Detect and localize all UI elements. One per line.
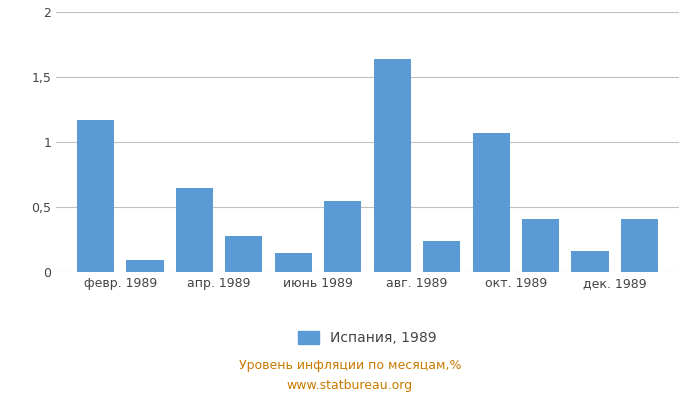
- Bar: [127, 260, 164, 272]
- Bar: [473, 133, 510, 272]
- Bar: [374, 59, 411, 272]
- Bar: [176, 188, 213, 272]
- Bar: [324, 200, 361, 272]
- Bar: [423, 241, 460, 272]
- Text: www.statbureau.org: www.statbureau.org: [287, 380, 413, 392]
- Bar: [275, 252, 312, 272]
- Legend: Испания, 1989: Испания, 1989: [293, 326, 442, 351]
- Bar: [77, 120, 114, 272]
- Bar: [621, 219, 658, 272]
- Bar: [571, 251, 608, 272]
- Bar: [225, 236, 262, 272]
- Text: Уровень инфляции по месяцам,%: Уровень инфляции по месяцам,%: [239, 360, 461, 372]
- Bar: [522, 219, 559, 272]
